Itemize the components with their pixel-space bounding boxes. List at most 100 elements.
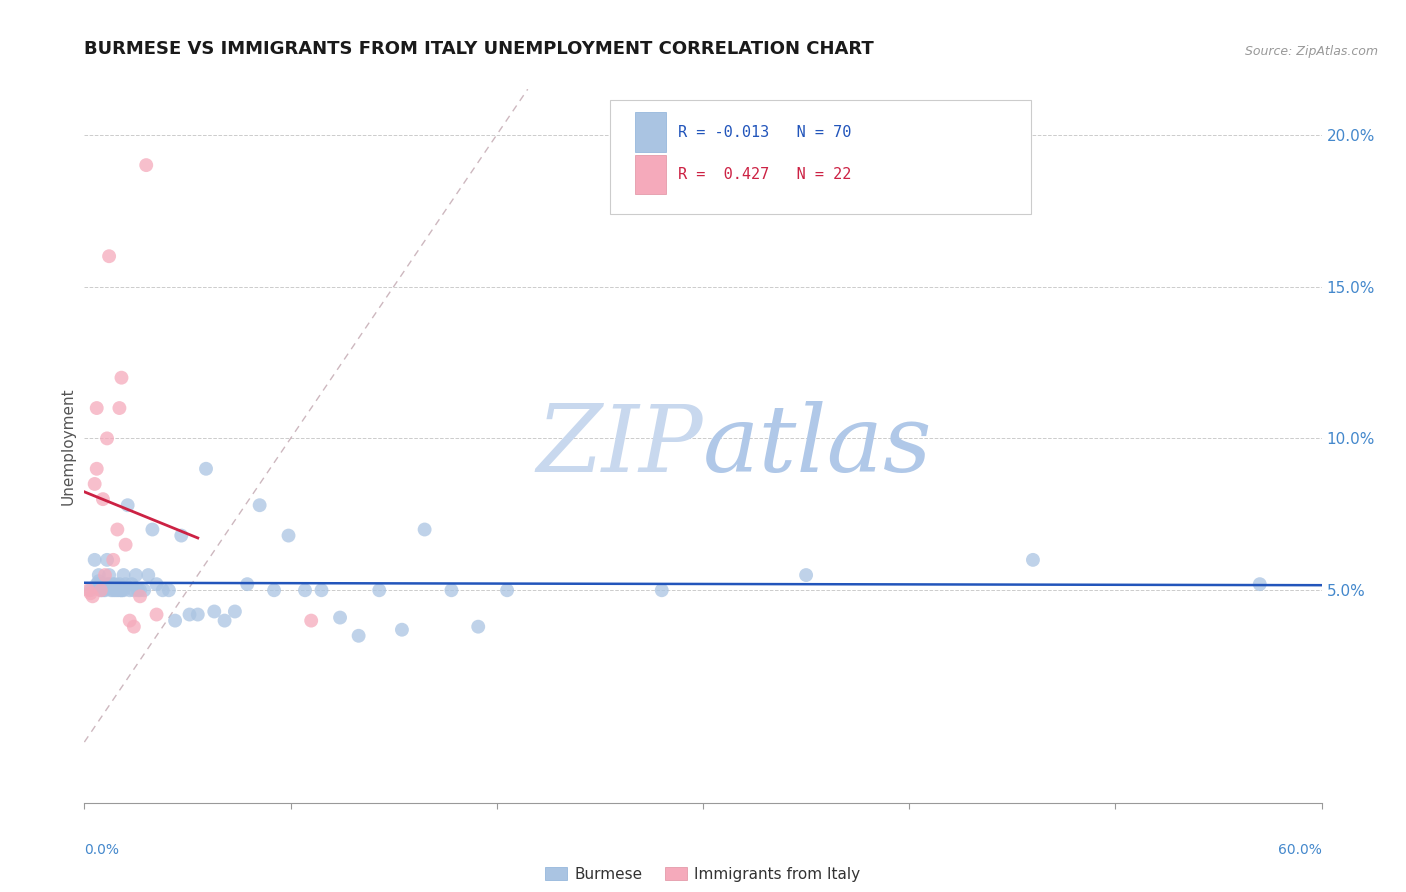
Point (105, 523, 128, 537)
Point (112, 583, 135, 598)
Point (277, 528, 299, 542)
Point (249, 498, 271, 512)
Point (86, 577, 108, 591)
Point (90, 583, 112, 598)
Point (87, 568, 110, 582)
Point (108, 577, 131, 591)
Point (467, 620, 489, 634)
Point (96, 431, 118, 445)
Legend: Burmese, Immigrants from Italy: Burmese, Immigrants from Italy (540, 861, 866, 888)
Point (86, 462, 108, 476)
Point (214, 614, 236, 628)
Point (413, 523, 436, 537)
Point (299, 614, 322, 628)
Point (347, 629, 370, 643)
Point (121, 577, 143, 591)
Point (134, 583, 156, 598)
Point (104, 577, 127, 591)
Point (108, 583, 131, 598)
Y-axis label: Unemployment: Unemployment (60, 387, 76, 505)
Point (1249, 577, 1271, 591)
Point (110, 583, 132, 598)
Point (145, 577, 167, 591)
Point (91, 577, 114, 591)
Point (117, 498, 139, 512)
Point (98, 577, 121, 591)
Point (105, 580, 128, 594)
Point (79, 586, 101, 600)
Point (129, 590, 152, 604)
Point (236, 577, 259, 591)
Point (368, 583, 391, 598)
Point (86, 401, 108, 415)
Point (122, 620, 145, 634)
Point (96, 553, 118, 567)
Point (103, 583, 125, 598)
Point (83, 553, 105, 567)
Point (136, 568, 159, 582)
Point (170, 528, 193, 542)
Point (263, 583, 285, 598)
Text: Source: ZipAtlas.com: Source: ZipAtlas.com (1244, 45, 1378, 58)
Point (112, 568, 135, 582)
Text: BURMESE VS IMMIGRANTS FROM ITALY UNEMPLOYMENT CORRELATION CHART: BURMESE VS IMMIGRANTS FROM ITALY UNEMPLO… (84, 40, 875, 58)
Text: atlas: atlas (703, 401, 932, 491)
Point (83, 477, 105, 491)
Point (651, 583, 673, 598)
Point (1022, 553, 1045, 567)
Point (79, 583, 101, 598)
Point (91, 583, 114, 598)
Text: R = -0.013   N = 70: R = -0.013 N = 70 (678, 125, 852, 139)
Point (110, 370, 132, 384)
Point (202, 605, 225, 619)
Point (105, 583, 128, 598)
Point (187, 607, 209, 622)
Point (90, 583, 112, 598)
Point (391, 623, 413, 637)
Point (98, 249, 121, 263)
Point (195, 462, 218, 476)
Point (145, 607, 167, 622)
Point (110, 583, 132, 598)
Point (104, 583, 127, 598)
FancyBboxPatch shape (610, 100, 1031, 214)
Point (122, 583, 145, 598)
Point (129, 583, 152, 598)
Point (98, 568, 121, 582)
Point (127, 583, 149, 598)
Bar (636, 155, 666, 194)
Point (118, 583, 141, 598)
Point (114, 577, 136, 591)
Point (794, 568, 817, 582)
Point (496, 583, 519, 598)
Text: 0.0%: 0.0% (84, 843, 120, 857)
Point (440, 583, 463, 598)
Point (94, 568, 117, 582)
Point (118, 614, 141, 628)
Point (108, 401, 131, 415)
Point (90, 580, 112, 594)
Text: R =  0.427   N = 22: R = 0.427 N = 22 (678, 168, 852, 182)
Point (103, 577, 125, 591)
Point (100, 580, 122, 594)
Point (329, 610, 352, 624)
Point (96, 577, 118, 591)
Point (94, 583, 117, 598)
Point (114, 538, 136, 552)
Point (103, 553, 125, 567)
Point (224, 605, 246, 619)
Point (91, 492, 114, 507)
Point (94, 580, 117, 594)
Point (165, 614, 187, 628)
Point (157, 583, 180, 598)
Point (100, 583, 122, 598)
Point (90, 577, 112, 591)
Text: ZIP: ZIP (536, 401, 703, 491)
Bar (636, 112, 666, 152)
Point (77, 583, 100, 598)
Point (125, 568, 148, 582)
Point (82, 590, 104, 604)
Point (179, 607, 201, 622)
Text: 60.0%: 60.0% (1278, 843, 1322, 857)
Point (311, 583, 333, 598)
